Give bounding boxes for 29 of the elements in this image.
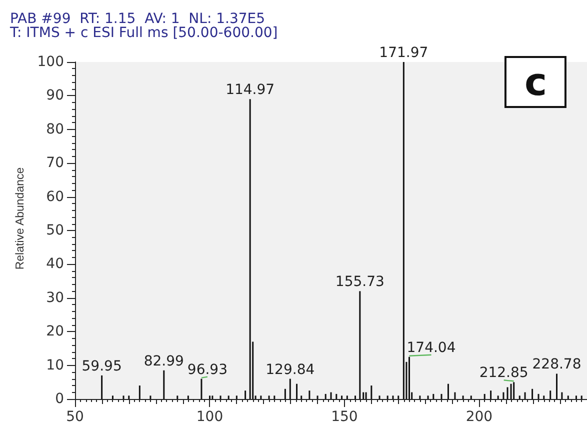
y-tick-label: 60 xyxy=(46,188,64,205)
x-tick-label: 50 xyxy=(66,409,84,424)
annotation: 129.84 xyxy=(266,362,315,378)
y-tick-label: 50 xyxy=(46,222,64,238)
x-tick-label: 100 xyxy=(196,409,224,424)
annotation: 96.93 xyxy=(187,362,228,378)
x-tick-label: 200 xyxy=(466,409,493,424)
annotation: 82.99 xyxy=(144,353,184,370)
chart-title: PAB #99 RT: 1.15 AV: 1 NL: 1.37E5 xyxy=(10,11,266,27)
y-tick-label: 0 xyxy=(55,391,64,407)
y-tick-label: 100 xyxy=(37,54,64,70)
annotation: 114.97 xyxy=(226,82,275,98)
annotation: 212.85 xyxy=(479,365,528,382)
annotation: 228.78 xyxy=(532,356,582,373)
annotation: 59.95 xyxy=(82,358,122,374)
y-tick-label: 10 xyxy=(46,357,64,374)
y-tick-label: 40 xyxy=(46,256,64,272)
y-tick-label: 20 xyxy=(46,324,64,340)
y-axis-title: Relative Abundance xyxy=(14,167,26,270)
annotation: 174.04 xyxy=(406,340,456,356)
chart-subtitle: T: ITMS + c ESI Full ms [50.00-600.00] xyxy=(9,25,278,41)
y-tick-label: 30 xyxy=(46,290,64,306)
y-tick-label: 90 xyxy=(46,88,64,104)
y-tick-label: 80 xyxy=(46,121,64,138)
y-tick-label: 70 xyxy=(46,155,64,172)
x-tick-label: 150 xyxy=(331,409,358,424)
annotation: c xyxy=(524,60,548,104)
annotation: 171.97 xyxy=(379,45,428,61)
annotation: 155.73 xyxy=(335,274,384,290)
